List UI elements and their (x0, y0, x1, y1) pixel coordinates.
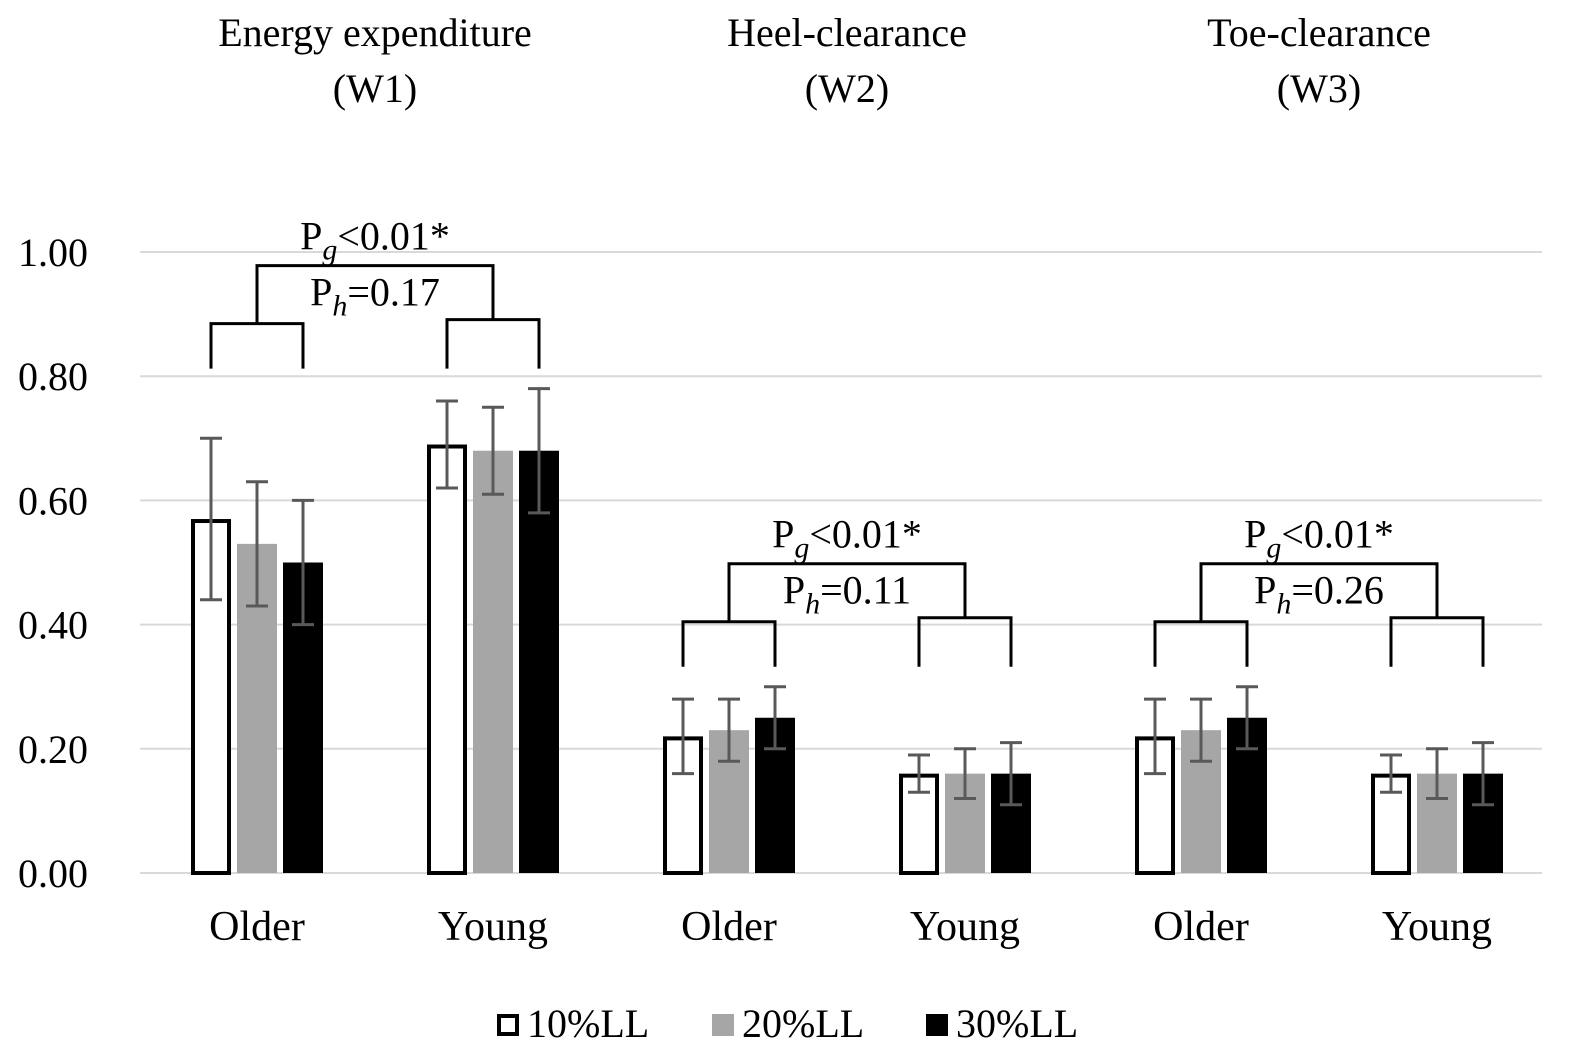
legend: 10%LL 20%LL 30%LL (497, 1001, 1078, 1046)
legend-label: 10%LL (527, 1001, 649, 1046)
ph-label: Ph=0.17 (310, 270, 440, 323)
x-axis-labels: Older Young Older Young Older Young (209, 904, 1492, 950)
panel-title: Toe-clearance (1207, 10, 1431, 55)
panel-subtitle: (W2) (805, 66, 889, 111)
pg-label: Pg<0.01* (300, 214, 450, 267)
ph-label: Ph=0.11 (783, 568, 911, 621)
xtick-label: Older (1153, 904, 1249, 950)
legend-swatch (926, 1014, 948, 1036)
panel-title: Energy expenditure (218, 10, 532, 55)
group-bracket (1153, 620, 1249, 667)
legend-label: 30%LL (956, 1001, 1078, 1046)
group-bracket (681, 620, 777, 667)
xtick-label: Older (209, 904, 305, 950)
main-bracket (1199, 562, 1439, 622)
significance-brackets: Pg<0.01*Ph=0.17Pg<0.01*Ph=0.11Pg<0.01*Ph… (209, 214, 1485, 667)
ytick-label: 0.20 (18, 727, 88, 772)
bars (191, 444, 1503, 876)
xtick-label: Older (681, 904, 777, 950)
xtick-label: Young (438, 904, 548, 950)
bar-young-20pctll (473, 450, 513, 873)
ytick-label: 0.60 (18, 478, 88, 523)
group-bracket (445, 318, 541, 369)
ph-label: Ph=0.26 (1254, 568, 1384, 621)
legend-label: 20%LL (742, 1001, 864, 1046)
panel-subtitle: (W1) (333, 66, 417, 111)
legend-swatch (712, 1014, 734, 1036)
ytick-label: 1.00 (18, 230, 88, 275)
pg-label: Pg<0.01* (1244, 512, 1394, 565)
main-bracket (727, 562, 967, 622)
bar-young-30pctll (519, 450, 559, 873)
panel-title: Heel-clearance (727, 10, 967, 55)
xtick-label: Young (910, 904, 1020, 950)
y-axis-ticks: 0.00 0.20 0.40 0.60 0.80 1.00 (18, 230, 88, 896)
panel-titles: Energy expenditure (W1) Heel-clearance (W2)… (218, 10, 1431, 111)
ytick-label: 0.40 (18, 603, 88, 648)
main-bracket (255, 264, 495, 324)
panel-subtitle: (W3) (1277, 66, 1361, 111)
gridlines (140, 251, 1542, 874)
xtick-label: Young (1382, 904, 1492, 950)
bar-young-10pctll (427, 444, 467, 875)
ytick-label: 0.00 (18, 851, 88, 896)
group-bracket (209, 322, 305, 369)
ytick-label: 0.80 (18, 354, 88, 399)
pg-label: Pg<0.01* (772, 512, 922, 565)
error-bars (200, 387, 1494, 807)
legend-swatch (497, 1014, 519, 1036)
